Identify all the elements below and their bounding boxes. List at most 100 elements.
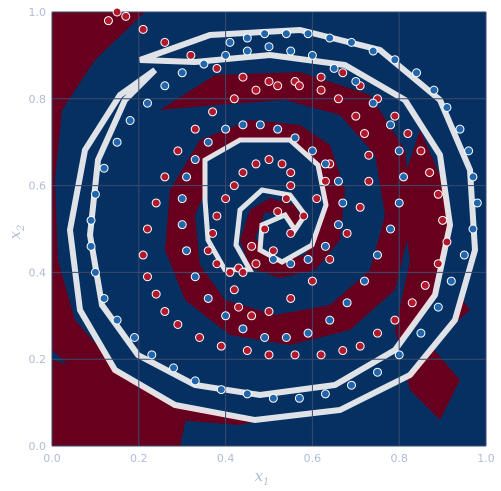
point-red xyxy=(251,159,261,169)
point-blue xyxy=(86,241,96,251)
point-red xyxy=(325,254,335,264)
point-blue xyxy=(125,116,135,125)
x-tick-label: 0.6 xyxy=(304,452,322,465)
point-blue xyxy=(238,324,248,334)
point-red xyxy=(320,176,330,186)
x-axis-label: x1 xyxy=(255,467,270,488)
point-red xyxy=(355,202,365,212)
point-blue xyxy=(303,254,313,264)
point-blue xyxy=(286,259,296,269)
point-red xyxy=(151,289,161,299)
point-red xyxy=(138,250,148,260)
region-red-bottom xyxy=(52,360,190,446)
point-blue xyxy=(394,146,404,156)
point-red xyxy=(160,306,170,316)
point-red xyxy=(264,76,274,86)
point-blue xyxy=(203,137,213,147)
y-tick-label: 0.2 xyxy=(29,353,47,366)
point-red xyxy=(438,215,448,225)
region-red-left xyxy=(52,12,300,425)
point-blue xyxy=(264,42,274,52)
point-red xyxy=(420,280,430,290)
point-blue xyxy=(99,163,109,173)
point-red xyxy=(425,168,435,178)
point-red xyxy=(290,350,300,360)
point-blue xyxy=(255,120,265,130)
point-blue xyxy=(112,315,122,325)
point-red xyxy=(173,146,183,156)
point-blue xyxy=(433,302,443,312)
point-blue xyxy=(169,363,179,373)
point-blue xyxy=(429,85,439,95)
point-red xyxy=(142,224,152,234)
y-axis-label: x2 xyxy=(6,225,27,240)
point-blue xyxy=(416,328,426,338)
point-blue xyxy=(242,33,252,43)
point-red xyxy=(216,341,226,351)
point-red xyxy=(299,211,309,221)
point-blue xyxy=(225,37,235,47)
point-red xyxy=(142,272,152,282)
x-tick-labels: 0.0 0.2 0.4 0.6 0.8 1.0 xyxy=(43,452,495,465)
point-red xyxy=(260,224,270,234)
point-red xyxy=(316,72,326,82)
point-blue xyxy=(182,246,192,256)
point-blue xyxy=(442,102,452,112)
point-blue xyxy=(390,55,400,65)
point-red xyxy=(390,111,400,121)
region-red-inner xyxy=(160,72,412,345)
point-red xyxy=(286,293,296,303)
point-red xyxy=(186,50,196,60)
point-blue xyxy=(455,124,465,134)
point-red xyxy=(160,37,170,47)
point-red xyxy=(251,259,261,269)
point-red xyxy=(208,107,218,117)
point-red xyxy=(251,85,261,95)
point-red xyxy=(338,68,348,78)
point-red xyxy=(373,328,382,338)
point-red xyxy=(312,194,322,204)
x-tick-label: 0.4 xyxy=(217,452,235,465)
point-red xyxy=(238,267,248,277)
point-red xyxy=(364,150,374,160)
point-blue xyxy=(142,98,152,108)
point-blue xyxy=(199,59,209,69)
point-blue xyxy=(394,198,404,208)
point-blue xyxy=(307,146,317,156)
point-red xyxy=(294,81,304,91)
x-tick-label: 0.8 xyxy=(390,452,408,465)
point-red xyxy=(433,259,443,269)
point-red xyxy=(390,315,400,325)
point-red xyxy=(273,207,283,217)
point-blue xyxy=(325,33,335,43)
point-blue xyxy=(268,254,278,264)
point-blue xyxy=(351,76,361,86)
point-blue xyxy=(373,250,382,260)
point-blue xyxy=(281,333,291,342)
point-red xyxy=(121,11,131,21)
point-red xyxy=(268,246,278,256)
point-red xyxy=(208,228,218,238)
point-red xyxy=(316,350,326,360)
point-blue xyxy=(177,220,187,230)
point-blue xyxy=(394,350,404,360)
point-red xyxy=(238,168,248,178)
point-red xyxy=(442,237,452,247)
point-red xyxy=(351,111,361,121)
point-blue xyxy=(177,194,187,204)
point-blue xyxy=(112,137,122,147)
point-red xyxy=(273,81,283,91)
point-red xyxy=(229,94,239,104)
point-blue xyxy=(303,328,313,338)
region-blue-arm xyxy=(66,26,479,424)
point-blue xyxy=(281,29,291,39)
point-red xyxy=(212,259,222,269)
point-red xyxy=(242,346,252,356)
point-blue xyxy=(472,198,482,208)
point-red xyxy=(433,189,443,199)
point-blue xyxy=(290,133,300,143)
point-blue xyxy=(221,311,231,321)
point-blue xyxy=(359,276,369,286)
point-blue xyxy=(216,385,226,395)
